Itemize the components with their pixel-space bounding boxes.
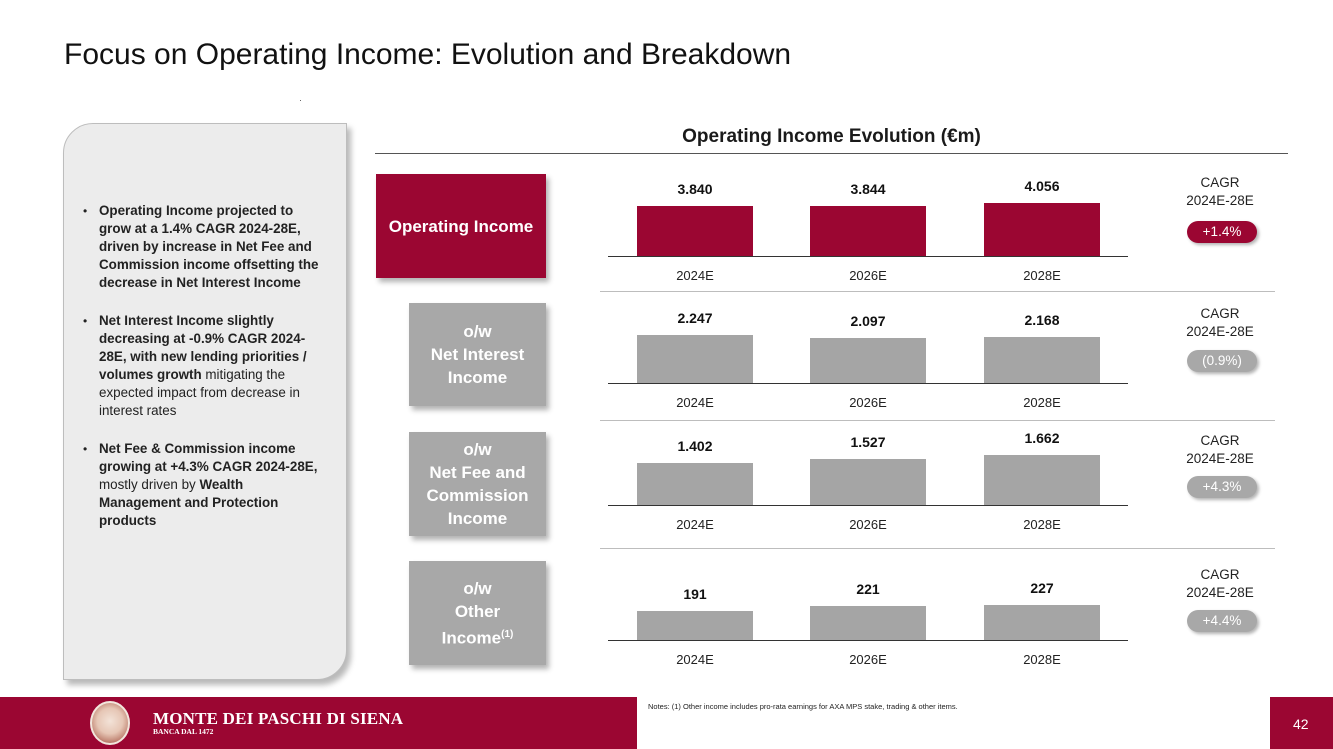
x-tick-label: 2028E	[1023, 652, 1061, 667]
cagr-value-badge: (0.9%)	[1187, 350, 1257, 372]
cagr-label: CAGR 2024E-28E	[1175, 432, 1265, 468]
bar-value-label: 2.168	[1024, 312, 1060, 328]
x-tick-label: 2028E	[1023, 395, 1061, 410]
chart-bar	[984, 337, 1100, 383]
x-tick-label: 2028E	[1023, 268, 1061, 283]
chart-bar	[810, 459, 926, 505]
bullet-regular-text: mitigating the expected impact from decr…	[99, 367, 300, 418]
chart-bar	[637, 335, 753, 383]
cagr-value-badge: +1.4%	[1187, 221, 1257, 243]
bullet-bold-text: Net Interest Income slightly decreasing …	[99, 313, 307, 382]
cagr-title: CAGR	[1200, 567, 1240, 582]
cagr-period: 2024E-28E	[1186, 324, 1254, 339]
cagr-title: CAGR	[1200, 175, 1240, 190]
cagr-value-badge: +4.4%	[1187, 610, 1257, 632]
x-tick-label: 2024E	[676, 652, 714, 667]
x-tick-label: 2024E	[676, 517, 714, 532]
chart-bar	[984, 203, 1100, 256]
bar-value-label: 3.844	[850, 181, 886, 197]
page-title: Focus on Operating Income: Evolution and…	[64, 38, 792, 71]
chart-title-rule	[375, 153, 1288, 154]
commentary-box	[63, 123, 347, 680]
panel-separator	[600, 548, 1275, 549]
bullet-dot: •	[83, 314, 88, 328]
chart-baseline	[608, 505, 1128, 506]
x-tick-label: 2026E	[849, 395, 887, 410]
cagr-period: 2024E-28E	[1186, 585, 1254, 600]
bar-value-label: 221	[856, 581, 880, 597]
cagr-label: CAGR 2024E-28E	[1175, 566, 1265, 602]
chart-bar	[984, 455, 1100, 505]
panel-separator	[600, 291, 1275, 292]
bullet-text: Net Fee & Commission income growing at +…	[99, 440, 328, 530]
chart-baseline	[608, 383, 1128, 384]
footer-notes-area	[637, 697, 1270, 749]
bullet-bold-text: Wealth Management and Protection product…	[99, 477, 279, 528]
bar-value-label: 1.527	[850, 434, 886, 450]
chart-bar	[810, 606, 926, 640]
bar-value-label: 1.402	[677, 438, 713, 454]
cagr-value-badge: +4.3%	[1187, 476, 1257, 498]
bar-value-label: 1.662	[1024, 430, 1060, 446]
chart-baseline	[608, 256, 1128, 257]
bullet-dot: •	[83, 442, 88, 456]
chart-bar	[637, 463, 753, 505]
chart-bar	[984, 605, 1100, 640]
bank-tagline: BANCA DAL 1472	[153, 727, 214, 736]
bar-value-label: 227	[1030, 580, 1054, 596]
chart-baseline	[608, 640, 1128, 641]
bar-value-label: 191	[683, 586, 707, 602]
x-tick-label: 2026E	[849, 652, 887, 667]
cagr-label: CAGR 2024E-28E	[1175, 174, 1265, 210]
commentary-bullets: • Operating Income projected to grow at a…	[83, 202, 328, 550]
cagr-label: CAGR 2024E-28E	[1175, 305, 1265, 341]
x-tick-label: 2024E	[676, 268, 714, 283]
cagr-period: 2024E-28E	[1186, 193, 1254, 208]
x-tick-label: 2026E	[849, 517, 887, 532]
x-tick-label: 2026E	[849, 268, 887, 283]
bullet-dot: •	[83, 204, 88, 218]
bullet-regular-text: mostly driven by	[99, 477, 200, 492]
chart-bar	[810, 206, 926, 256]
commentary-bullet: • Net Fee & Commission income growing at …	[83, 440, 328, 530]
bar-value-label: 3.840	[677, 181, 713, 197]
panel-separator	[600, 420, 1275, 421]
bar-value-label: 4.056	[1024, 178, 1060, 194]
bullet-bold-text: Net Fee & Commission income growing at +…	[99, 441, 318, 474]
commentary-bullet: • Operating Income projected to grow at a…	[83, 202, 328, 292]
bullet-text: Operating Income projected to grow at a …	[99, 202, 328, 292]
net-fee-commission-label: o/w Net Fee and Commission Income	[409, 432, 546, 536]
commentary-bullet: • Net Interest Income slightly decreasing…	[83, 312, 328, 420]
operating-income-label: Operating Income	[376, 174, 546, 278]
x-tick-label: 2028E	[1023, 517, 1061, 532]
bar-value-label: 2.247	[677, 310, 713, 326]
cagr-title: CAGR	[1200, 306, 1240, 321]
cagr-period: 2024E-28E	[1186, 451, 1254, 466]
other-income-label: o/w Other Income(1)	[409, 561, 546, 665]
bank-seal-logo	[90, 701, 130, 745]
bullet-text: Net Interest Income slightly decreasing …	[99, 312, 328, 420]
chart-bar	[637, 206, 753, 256]
bank-name: MONTE DEI PASCHI DI SIENA	[153, 709, 404, 728]
chart-bar	[810, 338, 926, 383]
bullet-bold-text: Operating Income projected to grow at a …	[99, 203, 319, 290]
chart-bar	[637, 611, 753, 640]
chart-title: Operating Income Evolution (€m)	[682, 126, 981, 147]
decorative-dot	[300, 100, 301, 101]
footnote: Notes: (1) Other income includes pro-rat…	[648, 702, 958, 711]
net-interest-income-label: o/w Net Interest Income	[409, 303, 546, 406]
cagr-title: CAGR	[1200, 433, 1240, 448]
page-number: 42	[1293, 716, 1309, 732]
x-tick-label: 2024E	[676, 395, 714, 410]
bar-value-label: 2.097	[850, 313, 886, 329]
